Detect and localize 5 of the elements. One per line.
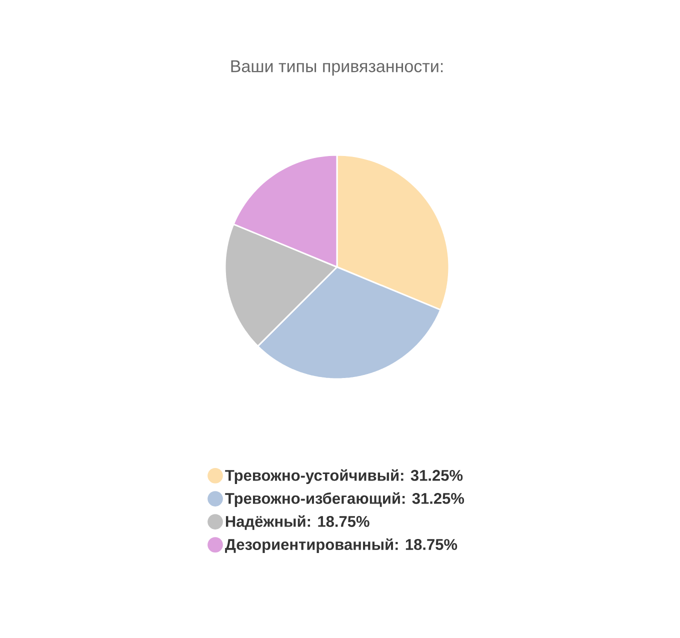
legend-label: Тревожно-устойчивый: 31.25% xyxy=(225,469,463,484)
legend-label: Надёжный: 18.75% xyxy=(226,515,370,530)
chart-title: Ваши типы привязанности: xyxy=(231,60,443,76)
legend-label: Тревожно-избегающий: 31.25% xyxy=(225,492,464,507)
legend-label: Дезориентированный: 18.75% xyxy=(225,538,458,554)
